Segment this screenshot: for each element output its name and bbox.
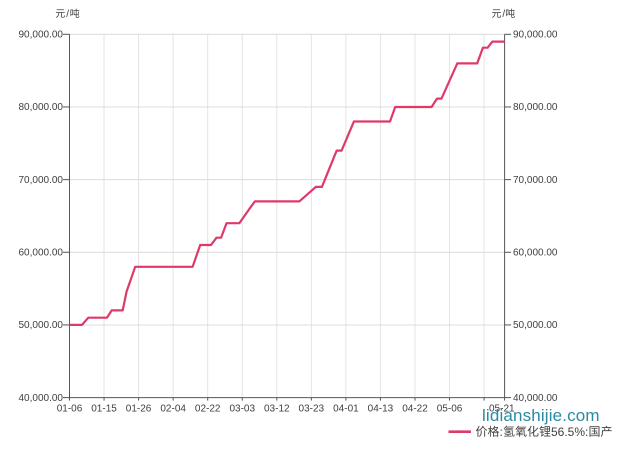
svg-text:90,000.00: 90,000.00 — [19, 30, 64, 41]
svg-text:50,000.00: 50,000.00 — [513, 320, 558, 331]
svg-text::: : — [585, 425, 588, 439]
svg-text:60,000.00: 60,000.00 — [513, 247, 558, 258]
svg-text:60,000.00: 60,000.00 — [19, 247, 64, 258]
svg-text:02-22: 02-22 — [195, 403, 221, 414]
svg-text:80,000.00: 80,000.00 — [513, 102, 558, 113]
svg-text:04-22: 04-22 — [402, 403, 428, 414]
svg-text:02-04: 02-04 — [160, 403, 186, 414]
svg-text:04-01: 04-01 — [333, 403, 359, 414]
svg-text:01-15: 01-15 — [91, 403, 117, 414]
svg-text:70,000.00: 70,000.00 — [513, 175, 558, 186]
svg-text:/: / — [66, 9, 69, 20]
svg-text:90,000.00: 90,000.00 — [513, 30, 558, 41]
svg-text:40,000.00: 40,000.00 — [19, 393, 64, 404]
svg-text:05-06: 05-06 — [437, 403, 463, 414]
svg-text:50,000.00: 50,000.00 — [19, 320, 64, 331]
svg-text:lidianshijie.com: lidianshijie.com — [482, 406, 600, 425]
svg-text:70,000.00: 70,000.00 — [19, 175, 64, 186]
svg-text:04-13: 04-13 — [368, 403, 394, 414]
svg-text:40,000.00: 40,000.00 — [513, 393, 558, 404]
svg-text:03-03: 03-03 — [229, 403, 255, 414]
svg-text:03-12: 03-12 — [264, 403, 290, 414]
svg-text:80,000.00: 80,000.00 — [19, 102, 64, 113]
svg-text:56.5%: 56.5% — [551, 425, 585, 439]
svg-text:01-06: 01-06 — [57, 403, 83, 414]
svg-text:03-23: 03-23 — [299, 403, 325, 414]
svg-text:/: / — [502, 9, 505, 20]
svg-text:01-26: 01-26 — [126, 403, 152, 414]
svg-text:05-21: 05-21 — [489, 403, 515, 414]
svg-text::: : — [500, 425, 503, 439]
